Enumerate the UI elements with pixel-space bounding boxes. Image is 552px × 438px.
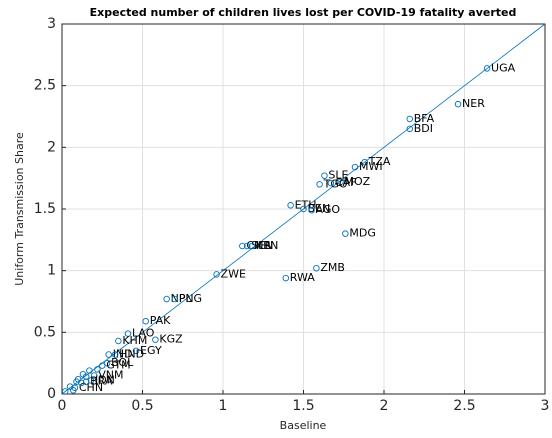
point <box>282 274 290 282</box>
point <box>327 179 335 187</box>
point <box>171 295 178 303</box>
point-label: BDI <box>414 122 433 135</box>
point <box>70 387 77 394</box>
point <box>82 378 90 385</box>
point-label: PNG <box>179 292 202 305</box>
point-label: MOZ <box>345 175 371 188</box>
y-tick-label: 1 <box>47 263 56 279</box>
point <box>90 372 98 379</box>
point <box>124 330 132 337</box>
point <box>115 337 122 345</box>
point-label: SEN <box>251 239 273 252</box>
point <box>316 181 323 188</box>
x-tick-label: 0 <box>58 398 67 414</box>
point <box>300 205 307 213</box>
point <box>483 65 491 72</box>
point <box>337 178 344 186</box>
y-tick-label: 1.5 <box>34 201 56 217</box>
point-label: NER <box>462 97 485 110</box>
point-label: ZWE <box>221 267 246 280</box>
point <box>61 388 69 395</box>
point <box>342 230 349 237</box>
point-label: MDG <box>349 227 376 240</box>
point-label: SLE <box>328 169 348 182</box>
x-axis-label: Baseline <box>280 419 327 432</box>
point <box>287 202 294 209</box>
x-tick-label: 1 <box>219 398 228 414</box>
point-label: BEN <box>308 202 331 215</box>
y-tick-label: 0 <box>47 386 56 402</box>
point-label: IDN <box>95 373 115 386</box>
point-label: RWA <box>290 271 315 284</box>
point <box>361 158 368 166</box>
point <box>163 295 170 303</box>
point-label: KHM <box>122 334 147 347</box>
x-tick-label: 1.5 <box>292 398 314 414</box>
point-label: TZA <box>368 155 391 168</box>
point <box>454 100 462 108</box>
plot-frame <box>61 23 546 395</box>
point <box>239 242 246 250</box>
point-label: VNM <box>98 369 123 382</box>
point <box>351 163 359 171</box>
x-tick-label: 2 <box>380 398 389 414</box>
point-label: PAK <box>150 314 171 327</box>
point-label: CHN <box>79 381 103 394</box>
point-label: CAF <box>335 176 357 189</box>
point-label: HND <box>119 348 144 361</box>
point-label: KEN <box>256 239 278 252</box>
point-label: BRA <box>90 375 113 388</box>
point <box>243 242 251 250</box>
point <box>79 371 87 378</box>
point-label: UGA <box>491 61 516 74</box>
reference-line <box>61 23 546 395</box>
point <box>132 347 140 355</box>
x-tick-label: 0.5 <box>131 398 153 414</box>
x-tick-label: 3 <box>541 398 550 414</box>
point-label: MWI <box>359 160 383 173</box>
chart-title: Expected number of children lives lost p… <box>90 6 517 19</box>
point <box>66 383 74 390</box>
point <box>308 206 315 214</box>
point-label: BOL <box>111 356 134 369</box>
point <box>94 366 101 373</box>
point <box>406 115 414 123</box>
point <box>111 351 119 358</box>
point <box>73 378 80 385</box>
y-axis-label: Uniform Transmission Share <box>13 132 26 286</box>
y-tick-label: 3 <box>47 16 56 32</box>
y-tick-label: 2 <box>47 139 56 155</box>
point <box>406 125 414 133</box>
point-label: AGO <box>316 203 341 216</box>
point-label: EGY <box>140 344 162 357</box>
point <box>152 336 159 343</box>
x-tick-label: 2.5 <box>453 398 475 414</box>
point-label: GTM <box>106 359 130 372</box>
y-tick-label: 0.5 <box>34 324 56 340</box>
point <box>248 242 256 250</box>
point <box>98 362 106 369</box>
point-label: ETH <box>295 198 317 211</box>
point <box>321 172 328 179</box>
point <box>105 351 112 358</box>
point-label: LAO <box>132 327 155 340</box>
point <box>313 264 320 272</box>
point-label: KGZ <box>159 333 183 346</box>
point <box>86 367 93 374</box>
point <box>213 271 220 278</box>
point <box>87 377 95 384</box>
point-label: ZMB <box>320 261 345 274</box>
point <box>142 317 149 325</box>
point-label: BFA <box>414 112 435 125</box>
point <box>78 379 85 387</box>
point-label: IND <box>113 348 133 361</box>
y-tick-label: 2.5 <box>34 78 56 94</box>
